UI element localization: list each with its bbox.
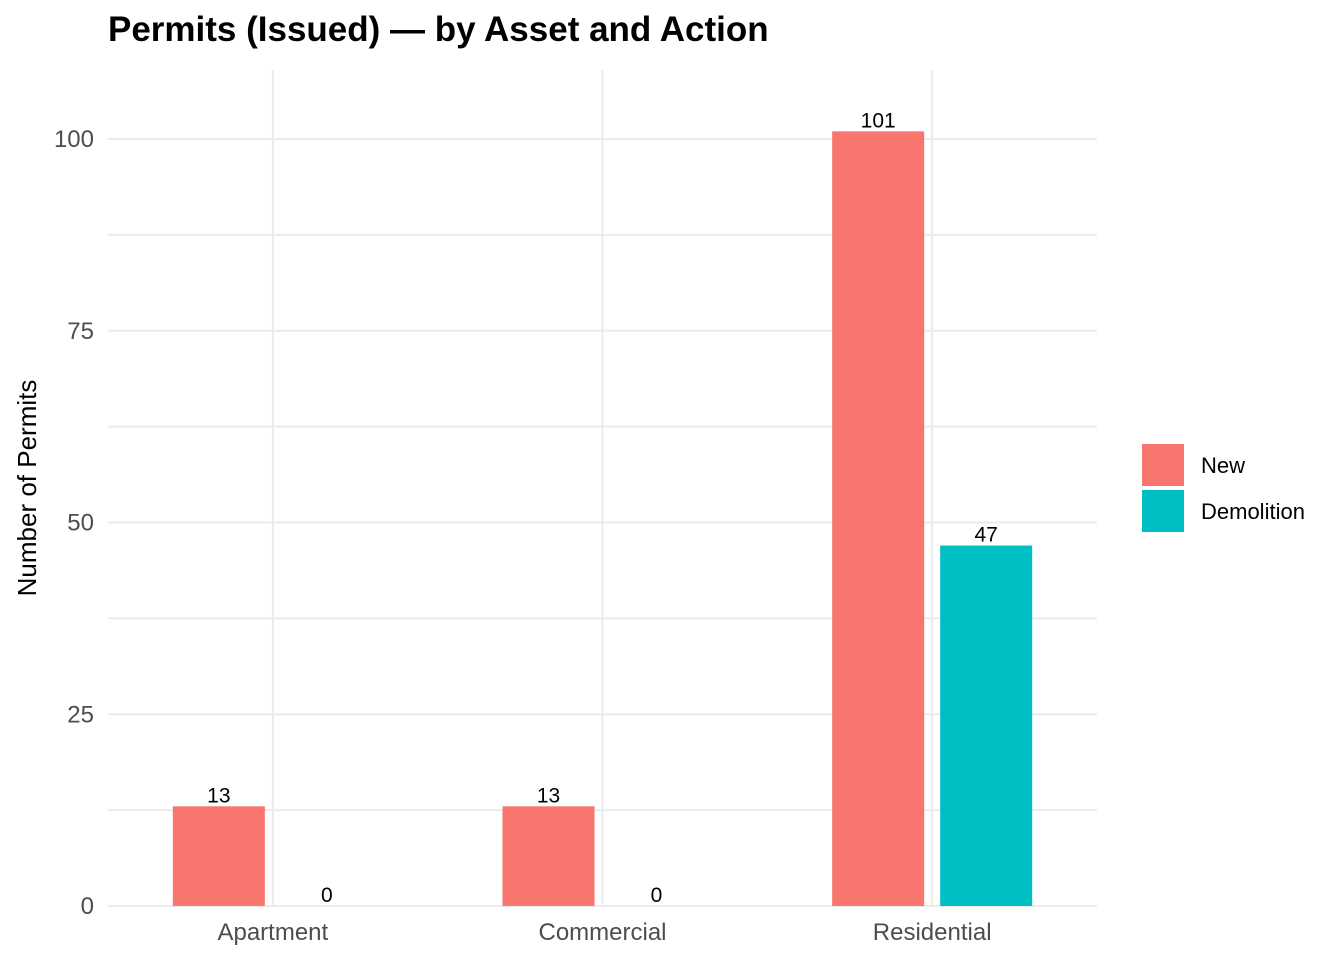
x-axis-ticks: Apartment Commercial Residential bbox=[217, 919, 991, 946]
bar-new bbox=[172, 806, 265, 906]
x-tick-label: Residential bbox=[873, 919, 992, 946]
bars bbox=[172, 131, 1033, 907]
grid-lines bbox=[108, 70, 1097, 907]
chart-title: Permits (Issued) — by Asset and Action bbox=[108, 10, 769, 49]
x-tick-label: Apartment bbox=[217, 919, 328, 946]
data-labels: 13 0 13 0 101 47 bbox=[207, 109, 998, 907]
y-tick-label: 100 bbox=[54, 126, 94, 153]
x-tick-label: Commercial bbox=[538, 919, 666, 946]
bar-new bbox=[832, 131, 925, 907]
data-label-demolition: 0 bbox=[651, 884, 663, 907]
y-tick-label: 25 bbox=[67, 701, 94, 728]
y-tick-label: 0 bbox=[81, 893, 94, 920]
data-label-new: 13 bbox=[207, 784, 230, 807]
data-label-demolition: 0 bbox=[321, 884, 333, 907]
y-tick-label: 75 bbox=[67, 318, 94, 345]
legend-key bbox=[1142, 444, 1184, 486]
y-axis-title: Number of Permits bbox=[12, 380, 42, 597]
bar-demolition bbox=[940, 545, 1033, 906]
data-label-new: 13 bbox=[537, 784, 560, 807]
legend: New Demolition bbox=[1142, 444, 1305, 532]
bar-new bbox=[502, 806, 595, 906]
data-label-new: 101 bbox=[861, 109, 896, 132]
legend-label: New bbox=[1201, 453, 1245, 478]
y-axis-ticks: 0 25 50 75 100 bbox=[54, 126, 94, 920]
legend-label: Demolition bbox=[1201, 499, 1305, 524]
legend-key bbox=[1142, 490, 1184, 532]
y-tick-label: 50 bbox=[67, 510, 94, 537]
data-label-demolition: 47 bbox=[974, 524, 997, 547]
